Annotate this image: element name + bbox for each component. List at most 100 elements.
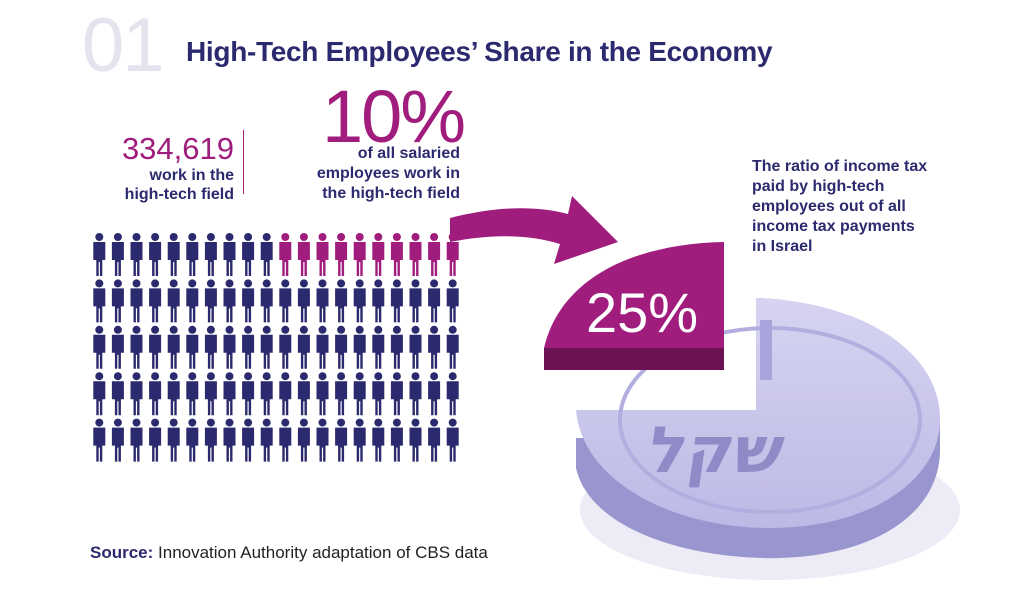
person-icon	[149, 372, 162, 416]
person-icon	[353, 418, 366, 462]
person-icon	[428, 372, 441, 416]
person-icon	[93, 233, 106, 276]
person-icon-high-tech	[297, 233, 310, 276]
person-icon-high-tech	[428, 233, 441, 276]
person-icon	[372, 325, 385, 369]
person-icon	[316, 418, 329, 462]
share-label-line-1: of all salaried	[357, 145, 460, 162]
person-icon	[167, 372, 180, 416]
person-icon	[409, 418, 422, 462]
person-icon-high-tech	[409, 233, 422, 276]
person-icon	[390, 325, 403, 369]
source-text: Innovation Authority adaptation of CBS d…	[153, 543, 488, 562]
person-icon	[204, 279, 217, 323]
person-icon	[335, 372, 348, 416]
tax-ratio-line-2: paid by high-tech	[752, 178, 885, 195]
employee-count-value: 334,619	[121, 131, 234, 166]
tax-slice-edge	[544, 348, 724, 370]
person-icon	[111, 325, 124, 369]
person-icon	[111, 279, 124, 323]
share-label-line-3: the high-tech field	[322, 185, 460, 202]
person-icon	[279, 418, 292, 462]
person-icon	[186, 233, 199, 276]
person-icon-high-tech	[335, 233, 348, 276]
person-icon	[390, 279, 403, 323]
share-label-line-2: employees work in	[316, 165, 460, 182]
person-icon	[297, 372, 310, 416]
section-number: 01	[82, 3, 165, 88]
person-icon	[353, 279, 366, 323]
person-icon	[186, 372, 199, 416]
person-icon	[167, 418, 180, 462]
person-icon	[297, 279, 310, 323]
person-icon-high-tech	[279, 233, 292, 276]
tax-ratio-line-4: income tax payments	[752, 218, 915, 235]
source-note: Source: Innovation Authority adaptation …	[90, 543, 488, 563]
person-icon	[149, 418, 162, 462]
person-icon	[316, 325, 329, 369]
person-icon	[111, 372, 124, 416]
person-icon	[242, 418, 255, 462]
coin-pie-chart: שקל 25%	[544, 242, 960, 580]
person-icon	[446, 325, 459, 369]
person-icon	[279, 372, 292, 416]
person-icon	[428, 418, 441, 462]
person-icon	[260, 372, 273, 416]
employee-count-label: work in the high-tech field	[106, 166, 234, 204]
tax-ratio-label: The ratio of income tax paid by high-tec…	[752, 157, 962, 257]
person-icon	[446, 418, 459, 462]
person-icon	[204, 418, 217, 462]
coin-notch	[760, 320, 772, 380]
person-icon	[93, 372, 106, 416]
person-icon-high-tech	[316, 233, 329, 276]
share-label: of all salaried employees work in the hi…	[292, 144, 460, 204]
person-icon	[279, 325, 292, 369]
person-icon	[223, 279, 236, 323]
person-icon	[204, 372, 217, 416]
person-icon	[297, 418, 310, 462]
person-icon	[242, 372, 255, 416]
source-label: Source:	[90, 543, 154, 562]
person-icon	[204, 233, 217, 276]
person-icon	[372, 279, 385, 323]
person-icon	[446, 279, 459, 323]
divider	[243, 130, 244, 194]
person-icon	[260, 418, 273, 462]
person-icon	[111, 233, 124, 276]
person-icon	[149, 325, 162, 369]
person-icon	[409, 325, 422, 369]
count-label-line-2: high-tech field	[124, 186, 234, 204]
person-icon	[297, 325, 310, 369]
person-icon	[223, 418, 236, 462]
person-icon	[353, 325, 366, 369]
person-icon	[223, 233, 236, 276]
person-icon	[186, 418, 199, 462]
person-icon	[316, 372, 329, 416]
person-icon	[372, 372, 385, 416]
person-icon	[186, 279, 199, 323]
tax-slice-25-percent	[544, 242, 724, 348]
curved-arrow-icon	[450, 196, 618, 264]
person-icon	[93, 279, 106, 323]
person-icon	[242, 279, 255, 323]
person-icon	[93, 418, 106, 462]
person-icon	[279, 279, 292, 323]
person-icon	[409, 372, 422, 416]
page-title: High-Tech Employees’ Share in the Econom…	[186, 36, 773, 67]
person-icon	[130, 418, 143, 462]
tax-ratio-line-5: in Israel	[752, 238, 813, 255]
person-icon-high-tech	[390, 233, 403, 276]
tax-ratio-line-1: The ratio of income tax	[752, 158, 928, 175]
person-icon	[428, 279, 441, 323]
share-percent: 10%	[322, 75, 466, 158]
tax-percent-label: 25%	[586, 281, 698, 344]
person-icon	[186, 325, 199, 369]
person-icon	[223, 325, 236, 369]
person-icon-high-tech	[353, 233, 366, 276]
person-icon	[111, 418, 124, 462]
person-icon	[335, 279, 348, 323]
person-icon	[372, 418, 385, 462]
person-icon-high-tech	[372, 233, 385, 276]
person-icon	[167, 279, 180, 323]
person-icon	[242, 233, 255, 276]
